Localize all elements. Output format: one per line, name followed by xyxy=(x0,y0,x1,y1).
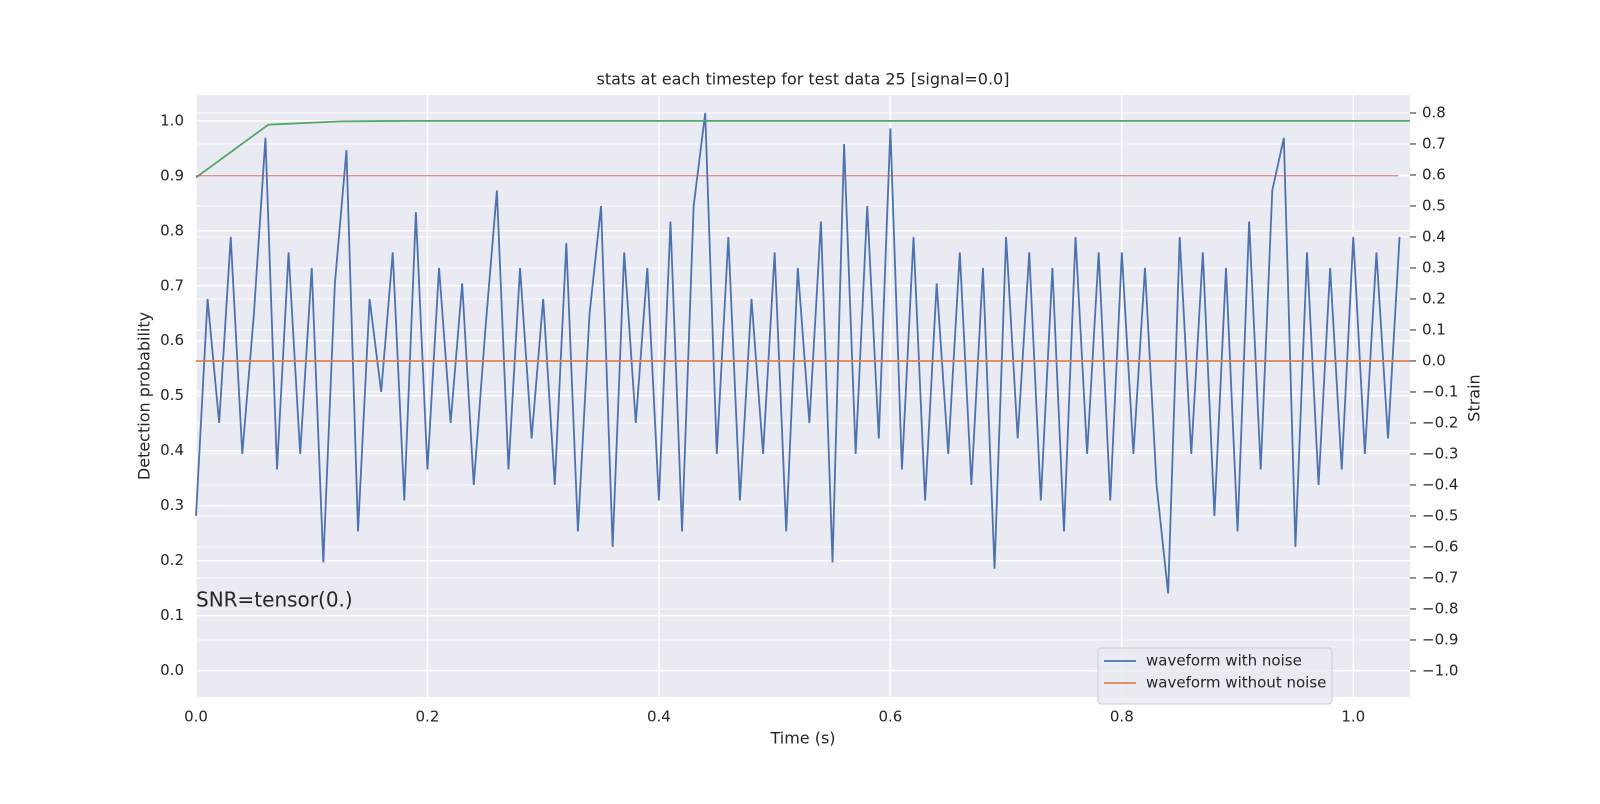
y2-tick-label: −0.2 xyxy=(1422,413,1458,431)
y2-tick-label: −0.3 xyxy=(1422,444,1458,462)
y-tick-label: 0.0 xyxy=(160,661,184,679)
y2-tick-label: 0.2 xyxy=(1422,289,1446,307)
y-tick-label: 0.4 xyxy=(160,441,184,459)
x-tick-label: 1.0 xyxy=(1341,708,1365,726)
series-line xyxy=(195,119,1410,179)
y2-tick-label: −0.5 xyxy=(1422,506,1458,524)
legend-box xyxy=(1097,647,1333,705)
y-tick-label: 0.1 xyxy=(160,606,184,624)
y2-tick-label: 0.4 xyxy=(1422,227,1446,245)
y-tick-label: 0.9 xyxy=(160,166,184,184)
y-tick-label: 0.5 xyxy=(160,386,184,404)
x-tick-label: 0.4 xyxy=(647,708,671,726)
y-tick-label: 1.0 xyxy=(160,111,184,129)
y2-tick-label: −1.0 xyxy=(1422,661,1458,679)
y2-tick-label: 0.3 xyxy=(1422,258,1446,276)
x-tick-label: 0.8 xyxy=(1110,708,1134,726)
annotation: SNR=tensor(0.) xyxy=(196,588,353,612)
x-tick-label: 0.2 xyxy=(416,708,440,726)
legend-label: waveform with noise xyxy=(1146,652,1302,670)
y2-tick-label: −0.8 xyxy=(1422,599,1458,617)
y-axis-label: Detection probability xyxy=(135,312,154,480)
legend: waveform with noise waveform without nois… xyxy=(1097,647,1333,705)
y2-tick-label: −0.4 xyxy=(1422,475,1458,493)
chart-title: stats at each timestep for test data 25 … xyxy=(597,70,1010,89)
y2-tick-label: 0.6 xyxy=(1422,165,1446,183)
y2-tick-label: −0.9 xyxy=(1422,630,1458,648)
x-tick-label: 0.0 xyxy=(184,708,208,726)
y2-tick-label: 0.7 xyxy=(1422,134,1446,152)
y-tick-label: 0.6 xyxy=(160,331,184,349)
y2-tick-label: −0.7 xyxy=(1422,568,1458,586)
y2-tick-label: 0.8 xyxy=(1422,103,1446,121)
y2-tick-label: −0.6 xyxy=(1422,537,1458,555)
grid xyxy=(195,95,1410,697)
y-tick-label: 0.3 xyxy=(160,496,184,514)
x-axis-label: Time (s) xyxy=(769,729,835,748)
y2-tick-label: 0.0 xyxy=(1422,351,1446,369)
series-line xyxy=(195,112,1401,594)
y2-tick-label: 0.5 xyxy=(1422,196,1446,214)
y2-axis-label: Strain xyxy=(1465,374,1484,421)
y2-tick-label: 0.1 xyxy=(1422,320,1446,338)
y2-tick-label: −0.1 xyxy=(1422,382,1458,400)
y-tick-label: 0.8 xyxy=(160,221,184,239)
legend-label: waveform without noise xyxy=(1146,674,1326,692)
y-tick-label: 0.7 xyxy=(160,276,184,294)
y-tick-label: 0.2 xyxy=(160,551,184,569)
x-tick-label: 0.6 xyxy=(878,708,902,726)
